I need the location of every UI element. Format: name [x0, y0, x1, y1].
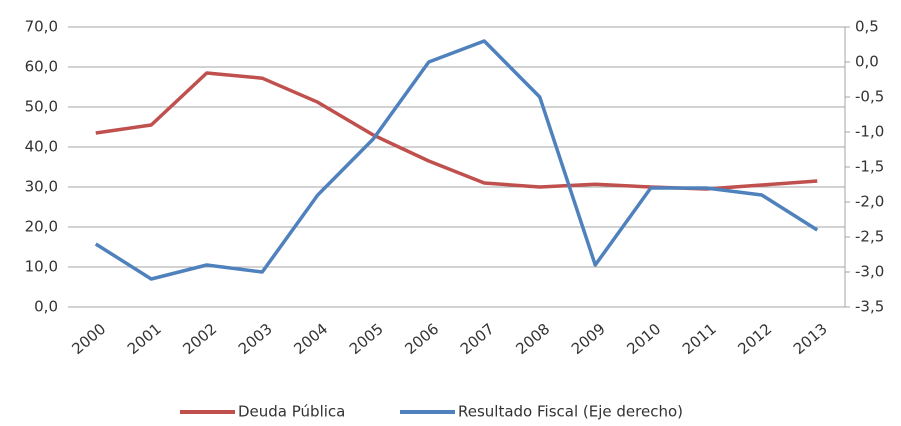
y-tick-label: 70,0: [25, 18, 58, 36]
y-tick-label: 10,0: [25, 258, 58, 276]
x-tick-label: 2002: [179, 320, 220, 358]
series-line: [94, 39, 819, 281]
y2-tick-label: 0,0: [855, 53, 879, 71]
y-tick-label: 0,0: [34, 298, 58, 316]
series-line: [95, 71, 818, 191]
y2-tick-label: -2,0: [855, 193, 884, 211]
x-tick-label: 2008: [512, 320, 553, 358]
y-tick-label: 60,0: [25, 58, 58, 76]
x-tick-label: 2006: [401, 320, 442, 358]
legend-label: Deuda Pública: [238, 403, 345, 421]
y-tick-label: 30,0: [25, 178, 58, 196]
x-tick-label: 2011: [679, 320, 720, 358]
x-tick-label: 2013: [790, 320, 831, 358]
x-tick-label: 2005: [346, 320, 387, 358]
x-tick-label: 2000: [68, 320, 109, 358]
y2-tick-label: 0,5: [855, 18, 879, 36]
y-tick-label: 50,0: [25, 98, 58, 116]
x-tick-label: 2001: [124, 320, 165, 358]
y-tick-label: 20,0: [25, 218, 58, 236]
y-tick-label: 40,0: [25, 138, 58, 156]
y2-tick-label: -3,5: [855, 298, 884, 316]
y2-tick-label: -1,0: [855, 123, 884, 141]
x-tick-label: 2007: [457, 320, 498, 358]
y2-tick-label: -1,5: [855, 158, 884, 176]
x-tick-label: 2004: [290, 320, 331, 358]
x-tick-label: 2009: [568, 320, 609, 358]
x-tick-label: 2003: [235, 320, 276, 358]
legend-label: Resultado Fiscal (Eje derecho): [458, 403, 683, 421]
x-tick-label: 2010: [623, 320, 664, 358]
y2-tick-label: -2,5: [855, 228, 884, 246]
y2-tick-label: -0,5: [855, 88, 884, 106]
y2-tick-label: -3,0: [855, 263, 884, 281]
x-tick-label: 2012: [734, 320, 775, 358]
